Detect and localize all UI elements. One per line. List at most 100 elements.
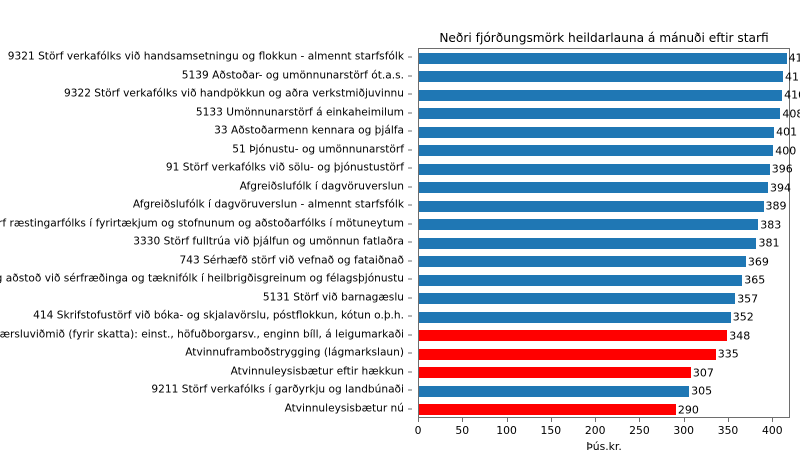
x-tick-mark [683,418,685,422]
bar-row[interactable]: 335 [419,347,789,361]
bars-layer: 415 411 410 408 401 400 396 394 389 383 381 369 365 3… [419,49,800,417]
x-tick-mark [595,418,597,422]
plot-area: 415 411 410 408 401 400 396 394 389 383 381 369 365 3… [418,48,800,418]
bar-row[interactable]: 369 [419,255,789,268]
x-tick-mark [418,418,419,422]
bar-value-label: 365 [744,273,766,287]
y-tick-label: 5139 Aðstoðar- og umönnunarstörf ót.a.s. [181,69,404,82]
bar[interactable] [419,274,743,286]
y-tick-label: 33 Aðstoðarmenn kennara og þjálfa [214,124,404,137]
bar-row[interactable]: 401 [419,126,797,139]
bar[interactable] [419,126,775,138]
x-tick-mark [728,418,729,422]
bar-row[interactable]: 415 [419,52,800,65]
y-tick-label: 9322 Störf verkafólks við handpökkun og … [63,87,404,100]
bar-value-label: 400 [775,144,797,158]
bar-row[interactable]: 411 [419,70,800,83]
y-tick-label: 5133 Umönnunarstörf á einkaheimilum [195,106,404,119]
bar[interactable] [419,52,787,64]
y-tick-label: Umönnun og aðstoð við sérfræðinga og tæk… [0,272,404,285]
bar[interactable] [419,256,746,268]
x-tick-label: 300 [673,424,695,437]
bar-row[interactable]: 307 [419,366,789,379]
y-tick-mark [408,315,412,317]
bar-value-label: 348 [729,329,751,343]
bar-value-label: 389 [765,199,787,213]
bar-value-label: 335 [717,347,739,361]
y-tick-label: 51 Þjónustu- og umönnunarstörf [232,143,404,156]
bar-row[interactable]: 352 [419,310,789,324]
y-tick-mark [408,130,412,132]
bar-value-label: 394 [769,181,791,195]
bar[interactable] [419,108,781,120]
bar-value-label: 381 [758,236,780,250]
y-tick-label: 743 Sérhæfð störf við vefnað og fataiðna… [179,254,405,267]
bar-value-label: 410 [784,88,800,102]
bar[interactable] [419,163,770,175]
y-tick-mark [408,260,412,262]
bar[interactable] [419,293,736,305]
bar-row[interactable]: 290 [419,403,789,416]
bar[interactable] [419,385,690,397]
y-tick-label: 9211 Störf verkafólks í garðyrkju og lan… [151,383,404,396]
bar-row[interactable]: 410 [419,89,800,102]
y-tick-mark [408,278,412,280]
bar-value-label: 383 [760,218,782,232]
bar[interactable] [419,404,676,416]
y-tick-mark [408,408,412,410]
bar[interactable] [419,200,764,212]
bar-value-label: 408 [782,107,800,121]
bar-row[interactable]: 383 [419,218,789,232]
bar[interactable] [419,311,731,323]
x-tick-label: 400 [761,424,783,437]
x-tick-mark [550,418,552,422]
bar[interactable] [419,330,728,342]
y-tick-mark [408,93,412,95]
bar-value-label: 415 [788,51,800,65]
y-tick-label: 9132 Störf ræstingarfólks í fyrirtækjum … [0,217,404,230]
bar-value-label: 305 [691,384,713,398]
bar[interactable] [419,367,691,379]
bar-row[interactable]: 389 [419,199,789,213]
bar-row[interactable]: 381 [419,236,789,250]
y-tick-mark [408,75,412,77]
bar[interactable] [419,89,783,101]
y-tick-mark [408,204,412,206]
y-tick-mark [408,56,412,58]
y-tick-mark [408,186,412,188]
y-tick-label: Atvinnuleysisbætur nú [284,402,404,415]
bar-row[interactable]: 365 [419,273,789,287]
x-tick-label: 150 [540,424,562,437]
bar-row[interactable]: 348 [419,329,789,343]
bar-value-label: 352 [732,310,754,324]
x-tick-label: 200 [584,424,606,437]
bar[interactable] [419,237,757,249]
y-tick-mark [408,371,412,373]
x-tick-label: 0 [414,424,422,437]
y-tick-label: 414 Skrifstofustörf við bóka- og skjalav… [33,309,404,322]
bar[interactable] [419,182,768,194]
y-tick-mark [408,334,412,336]
y-tick-mark [408,223,412,225]
x-tick-label: 50 [455,424,470,437]
x-tick-mark [639,418,641,422]
x-axis: Þús.kr. 0 50 100 150 200 250 300 350 400 [414,418,790,466]
bar-row[interactable]: 408 [419,107,800,120]
bar-row[interactable]: 394 [419,181,791,195]
bar-row[interactable]: 400 [419,144,796,157]
y-tick-label: Atvinnuframboðstrygging (lágmarkslaun) [185,346,404,359]
bar-row[interactable]: 305 [419,384,789,398]
bar[interactable] [419,348,716,360]
x-tick-label: 250 [629,424,650,437]
y-tick-label: 5131 Störf við barnagæslu [262,291,404,304]
y-tick-mark [408,389,412,391]
bar-row[interactable]: 357 [419,292,789,305]
x-tick-label: 100 [496,424,517,437]
y-tick-mark [408,241,412,243]
bar-value-label: 401 [776,125,798,139]
bar-row[interactable]: 396 [419,163,793,176]
bar[interactable] [419,145,774,157]
bar[interactable] [419,219,759,231]
bar[interactable] [419,71,784,83]
